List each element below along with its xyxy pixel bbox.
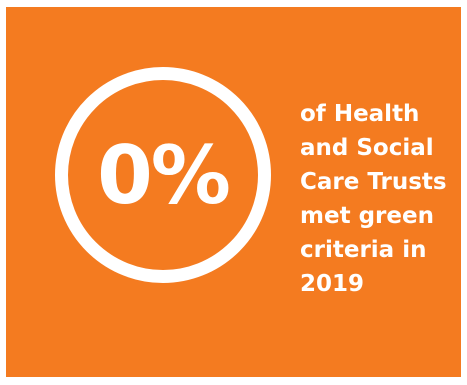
stat-value: 0% <box>97 128 231 222</box>
caption-line: 2019 <box>300 271 365 297</box>
stat-card: 0% of Health and Social Care Trusts met … <box>6 7 461 377</box>
caption-line: Care Trusts <box>300 169 447 195</box>
caption-line: met green <box>300 203 434 229</box>
caption-line: of Health <box>300 101 420 127</box>
stat-caption: of Health and Social Care Trusts met gre… <box>300 97 460 301</box>
caption-line: criteria in <box>300 237 427 263</box>
caption-line: and Social <box>300 135 434 161</box>
